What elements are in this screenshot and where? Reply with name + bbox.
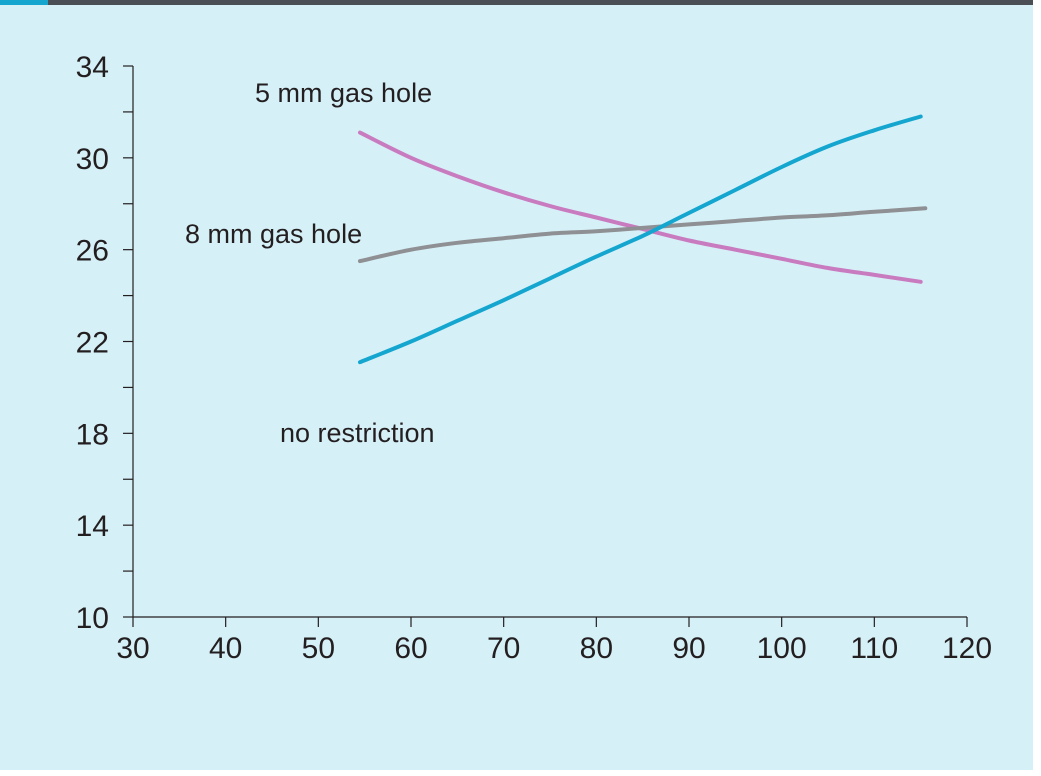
series-labels: 5 mm gas hole 8 mm gas hole no restriction (185, 78, 435, 448)
x-tick-label: 110 (850, 632, 898, 665)
x-tick-label: 90 (672, 632, 705, 665)
x-tick-label: 30 (116, 632, 149, 665)
x-tick-label: 70 (487, 632, 520, 665)
series-label-no-restriction: no restriction (280, 418, 435, 448)
y-tick-label: 18 (76, 418, 109, 451)
series-label-8mm-gas-hole: 8 mm gas hole (185, 219, 362, 249)
y-tick-label: 10 (76, 602, 109, 635)
x-tick-label: 100 (757, 632, 807, 665)
x-tick-label: 120 (942, 632, 992, 665)
x-tick-label: 80 (580, 632, 613, 665)
y-tick-label: 14 (76, 510, 109, 543)
series-line-8mm-gas-hole (358, 206, 928, 264)
bottom-margin (0, 770, 1041, 776)
y-tick-label: 22 (76, 327, 109, 360)
y-tick-label: 30 (76, 143, 109, 176)
x-tick-label: 60 (394, 632, 427, 665)
series-line-no-restriction (358, 114, 923, 365)
series-line-5mm-gas-hole (358, 130, 923, 284)
right-margin (1033, 0, 1041, 776)
x-tick-label: 40 (209, 632, 242, 665)
y-tick-label: 34 (76, 51, 109, 84)
axes: 10 14 18 22 26 30 34 30 40 50 60 70 80 90 100 110 120 (76, 51, 992, 665)
top-accent-block (0, 0, 48, 5)
series-lines (358, 114, 928, 365)
top-rule (0, 0, 1033, 5)
series-label-5mm-gas-hole: 5 mm gas hole (255, 78, 432, 108)
x-tick-label: 50 (302, 632, 335, 665)
y-tick-label: 26 (76, 235, 109, 268)
